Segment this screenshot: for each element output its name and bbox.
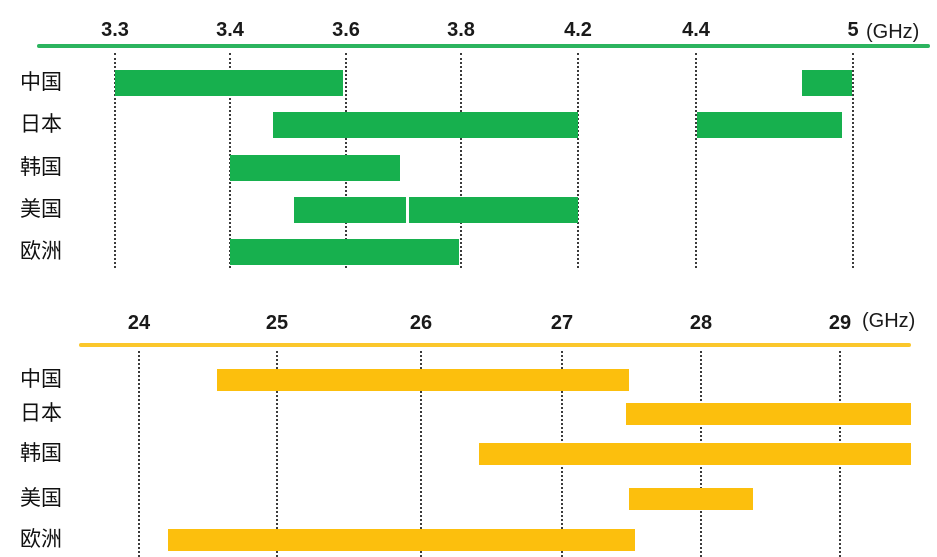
sub6-tick-label: 3.6 (332, 19, 360, 41)
sub6-band-bar (409, 197, 578, 223)
sub6-band-bar (802, 70, 852, 96)
mmwave-band-bar (629, 488, 753, 510)
sub6-grid-line (460, 53, 462, 268)
mmwave-tick-label: 28 (689, 312, 713, 334)
sub6-band-bar (230, 239, 459, 265)
mmwave-grid-line (138, 351, 140, 557)
mmwave-band-bar (168, 529, 635, 551)
row-label-日本: 日本 (20, 402, 62, 425)
row-label-中国: 中国 (20, 71, 62, 94)
row-label-美国: 美国 (20, 198, 62, 221)
mmwave-grid-line (276, 351, 278, 557)
axis-unit-label: (GHz) (862, 310, 916, 332)
axis-unit-label: (GHz) (866, 21, 920, 43)
sub6-tick-label: 3.4 (216, 19, 244, 41)
row-label-日本: 日本 (20, 113, 62, 136)
mmwave-grid-line (420, 351, 422, 557)
sub6-tick-label: 5 (847, 19, 859, 41)
mmwave-band-bar (479, 443, 911, 465)
sub6-tick-label: 3.8 (447, 19, 475, 41)
mmwave-tick-label: 25 (265, 312, 289, 334)
sub6-band-bar (697, 112, 842, 138)
sub6-band-bar (273, 112, 578, 138)
sub6-tick-label: 4.2 (564, 19, 592, 41)
mmwave-axis-line (79, 343, 911, 347)
sub6-tick-label: 4.4 (682, 19, 710, 41)
sub6-grid-line (852, 53, 854, 268)
sub6-axis-line (37, 44, 930, 48)
mmwave-tick-label: 24 (127, 312, 151, 334)
sub6-grid-line (577, 53, 579, 268)
mmwave-tick-label: 27 (550, 312, 574, 334)
mmwave-tick-label: 29 (828, 312, 852, 334)
row-label-美国: 美国 (20, 487, 62, 510)
sub6-band-bar (115, 70, 343, 96)
row-label-韩国: 韩国 (20, 442, 62, 465)
row-label-欧洲: 欧洲 (20, 528, 62, 551)
row-label-韩国: 韩国 (20, 156, 62, 179)
sub6-tick-label: 3.3 (101, 19, 129, 41)
sub6-band-bar (230, 155, 400, 181)
row-label-中国: 中国 (20, 368, 62, 391)
mmwave-tick-label: 26 (409, 312, 433, 334)
sub6-grid-line (114, 53, 116, 268)
sub6-band-bar (294, 197, 406, 223)
mmwave-band-bar (626, 403, 911, 425)
mmwave-band-bar (217, 369, 629, 391)
row-label-欧洲: 欧洲 (20, 240, 62, 263)
sub6-grid-line (695, 53, 697, 268)
